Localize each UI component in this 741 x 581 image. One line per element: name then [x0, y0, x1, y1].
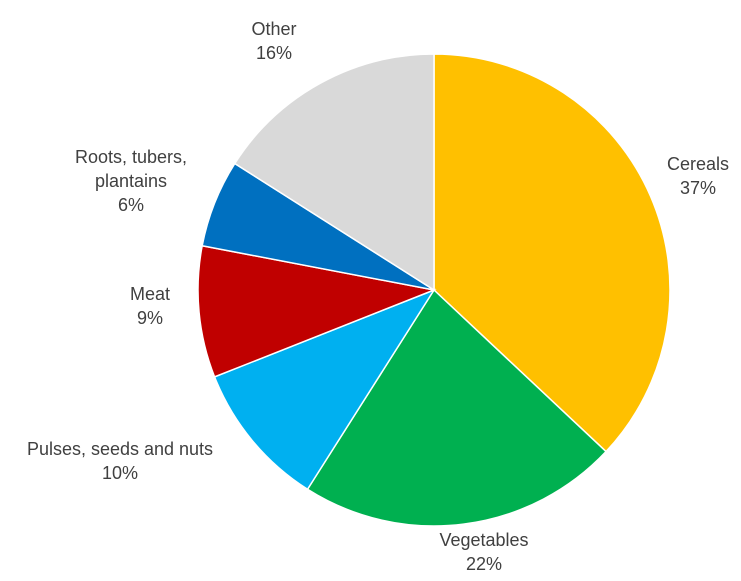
slice-category: Meat: [130, 284, 170, 304]
pie-slices: [197, 53, 671, 527]
pie-slice-5: [233, 53, 435, 292]
slice-percent: 10%: [102, 463, 138, 483]
slice-label-4: Roots, tubers, plantains 6%: [75, 147, 187, 215]
slice-percent: 16%: [256, 43, 292, 63]
pie-slice-0: [433, 53, 671, 453]
pie-labels: Cereals 37% Vegetables 22% Pulses, seeds and…: [27, 19, 729, 574]
slice-category: Cereals: [667, 154, 729, 174]
slice-label-0: Cereals 37%: [667, 154, 729, 198]
slice-category: Vegetables: [439, 530, 528, 550]
slice-label-2: Pulses, seeds and nuts 10%: [27, 439, 213, 483]
slice-percent: 22%: [466, 554, 502, 574]
slice-category: Roots, tubers,: [75, 147, 187, 167]
slice-label-5: Other 16%: [251, 19, 296, 63]
slice-category: plantains: [95, 171, 167, 191]
pie-slice-1: [306, 288, 608, 527]
slice-category: Pulses, seeds and nuts: [27, 439, 213, 459]
slice-label-1: Vegetables 22%: [439, 530, 528, 574]
slice-percent: 37%: [680, 178, 716, 198]
slice-percent: 9%: [137, 308, 163, 328]
slice-percent: 6%: [118, 195, 144, 215]
slice-category: Other: [251, 19, 296, 39]
slice-label-3: Meat 9%: [130, 284, 170, 328]
pie-slice-3: [197, 244, 437, 378]
pie-slice-2: [213, 288, 436, 491]
